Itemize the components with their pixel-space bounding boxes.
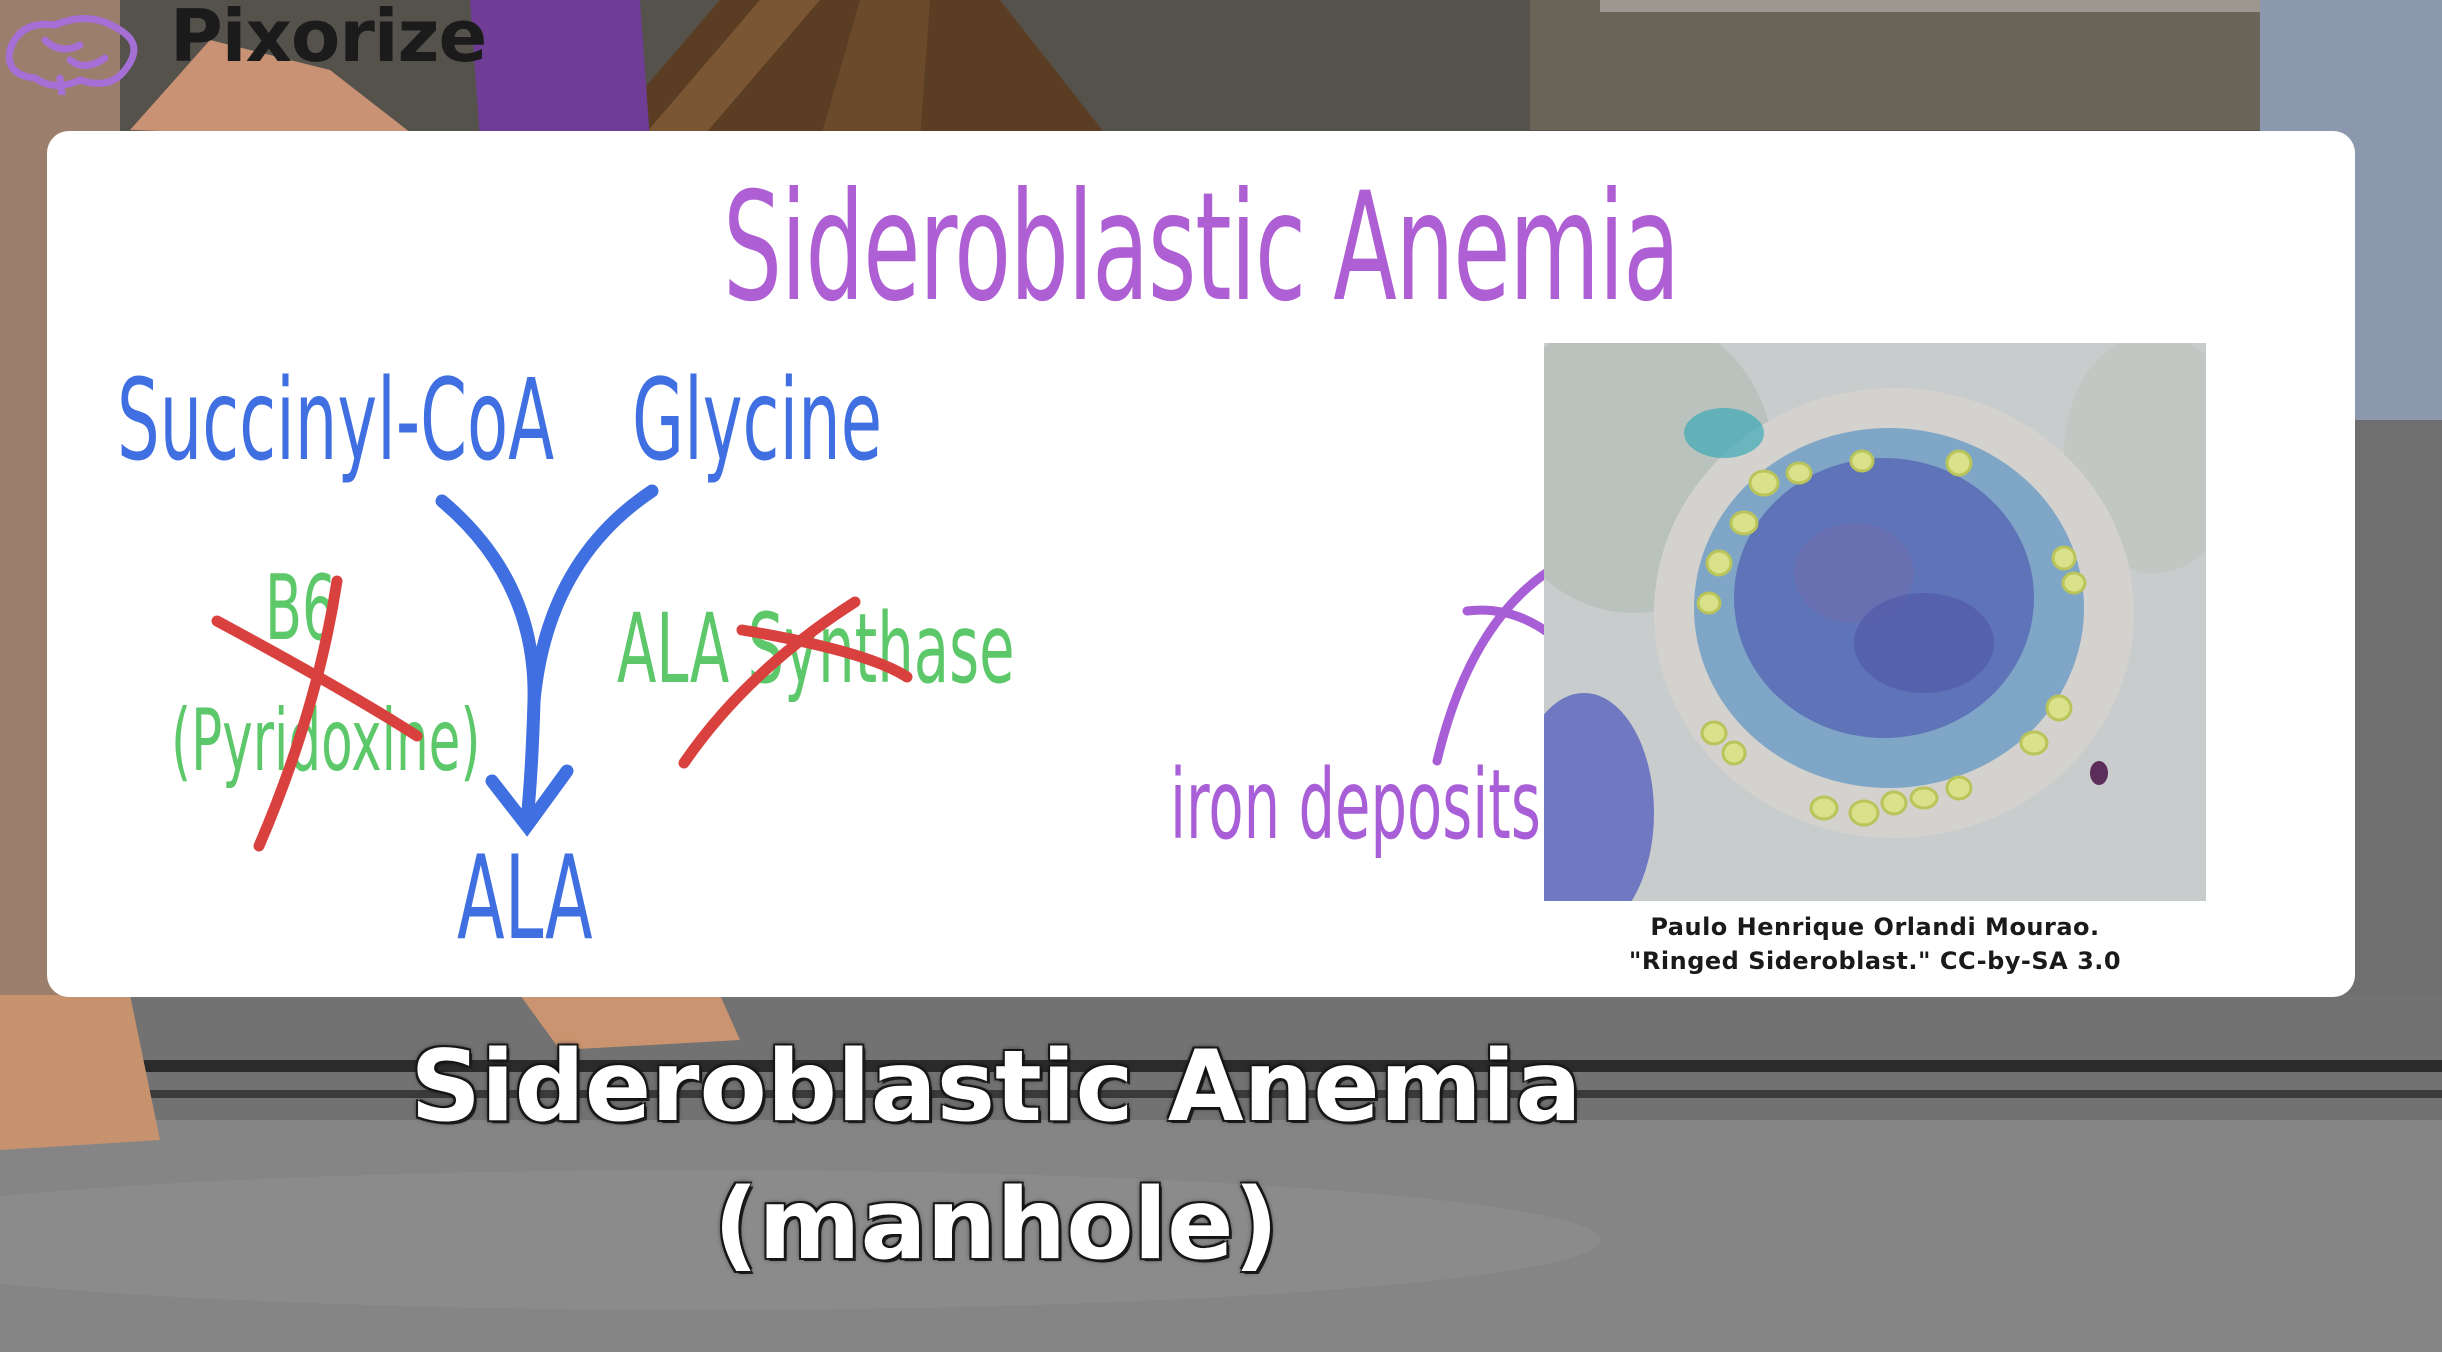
image-credit-line-2: "Ringed Sideroblast." CC-by-SA 3.0 — [1628, 947, 2122, 975]
brain-logo-icon — [5, 15, 138, 95]
lesson-card: Sideroblastic Anemia Succinyl-CoA Glycin… — [47, 131, 2355, 997]
pixorize-logo: Pixorize — [0, 0, 520, 95]
ala-synthase-label: ALA Synthase — [617, 593, 1015, 705]
brand-name: Pixorize — [170, 0, 487, 78]
ringed-sideroblast-image — [1544, 343, 2206, 901]
glycine-label: Glycine — [632, 356, 883, 486]
card-title: Sideroblastic Anemia — [723, 161, 1680, 335]
b6-label: B6 — [265, 556, 337, 661]
image-credit-line-1: Paulo Henrique Orlandi Mourao. — [1650, 913, 2100, 941]
caption-line-1: Sideroblastic Anemia — [410, 1030, 1582, 1144]
iron-deposits-label: iron deposits — [1170, 749, 1541, 861]
caption-line-2: (manhole) — [713, 1168, 1279, 1282]
pyridoxine-label: (Pyridoxine) — [171, 691, 481, 791]
succinyl-coa-label: Succinyl-CoA — [117, 356, 555, 486]
ala-label: ALA — [457, 831, 593, 966]
